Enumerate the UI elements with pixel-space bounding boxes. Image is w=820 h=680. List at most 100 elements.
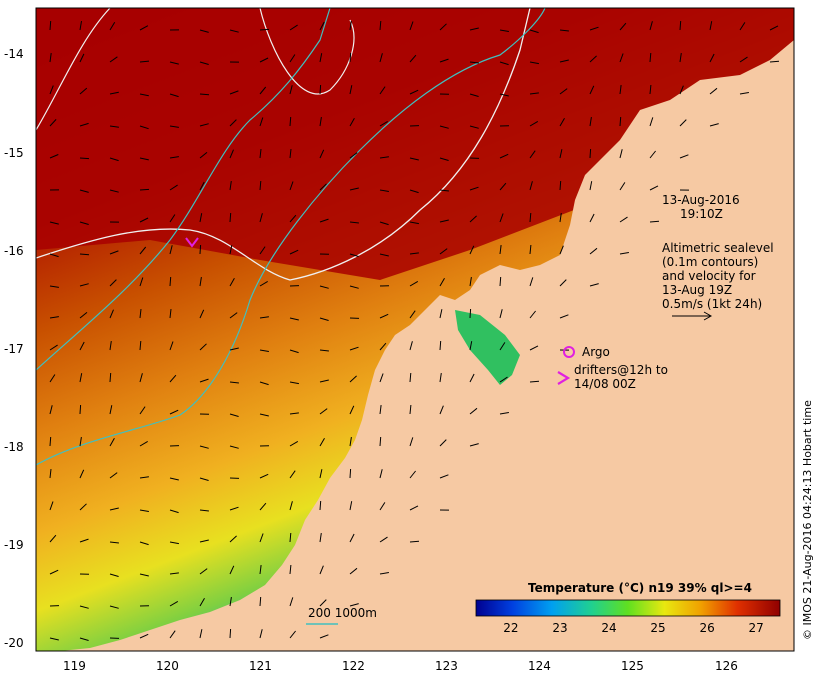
velocity-arrow [139,125,149,130]
velocity-arrow [79,341,85,351]
velocity-arrow [649,117,654,127]
lon-tick: 120 [156,659,179,673]
velocity-arrow [529,92,539,95]
velocity-arrow [109,91,119,95]
colorbar-tick-label: 24 [601,621,616,635]
velocity-arrow [469,277,472,287]
velocity-arrow [559,245,564,255]
velocity-arrow [289,54,296,63]
velocity-arrow [589,148,592,159]
velocity-arrow [169,156,179,159]
velocity-arrow [319,533,322,543]
velocity-arrow [679,154,689,159]
velocity-arrow [229,277,235,287]
velocity-arrow [409,437,414,447]
velocity-arrow [499,276,502,287]
velocity-arrow [139,406,146,415]
colorbar-ticks: 22 23 24 25 26 27 [503,621,763,635]
velocity-arrow [79,87,88,95]
velocity-arrow [409,252,419,255]
velocity-arrow [409,540,420,543]
velocity-arrow [289,630,296,639]
velocity-arrow [469,373,475,383]
velocity-arrow [289,149,292,159]
velocity-arrow [199,445,209,449]
velocity-arrow [589,213,595,223]
sealevel-contour-north [36,8,111,131]
velocity-arrow [229,181,232,191]
velocity-arrow [79,469,85,479]
velocity-arrow [409,54,417,63]
velocity-arrow [139,309,142,319]
velocity-arrow [739,92,749,95]
velocity-arrow [109,605,119,609]
velocity-arrow [199,378,209,383]
velocity-arrow [439,248,448,255]
velocity-arrow [289,440,299,447]
velocity-arrow [199,277,202,287]
velocity-arrow [319,285,329,289]
velocity-arrow [289,564,292,575]
velocity-arrow [109,22,116,31]
velocity-arrow [409,221,419,225]
velocity-arrow [379,253,389,257]
velocity-arrow [379,536,388,543]
velocity-arrow [349,567,358,575]
velocity-arrow [319,84,322,95]
velocity-arrow [289,381,299,385]
velocity-arrow [409,372,412,383]
velocity-arrow [529,345,539,351]
velocity-arrow [499,61,509,66]
velocity-arrow [169,630,176,639]
velocity-arrow [499,376,508,383]
velocity-arrow [379,20,382,31]
velocity-arrow [49,469,52,479]
velocity-arrow [79,53,85,63]
velocity-arrow [49,637,59,641]
velocity-arrow [199,629,203,639]
velocity-arrow [79,157,90,160]
velocity-arrow [169,309,172,319]
velocity-arrow [289,412,299,415]
velocity-arrow [559,149,563,159]
velocity-arrow [439,439,447,447]
velocity-arrow [499,93,509,97]
velocity-arrow [109,573,119,577]
velocity-arrow [619,22,627,31]
velocity-arrow [169,409,179,415]
lon-tick: 123 [435,659,458,673]
velocity-arrow [229,413,239,417]
velocity-arrow [379,53,383,63]
velocity-arrow [139,25,149,31]
velocity-arrow [409,310,416,319]
velocity-arrow [169,214,176,223]
velocity-arrow [439,340,442,351]
velocity-arrow [439,373,442,383]
velocity-arrow [319,53,323,63]
lat-tick: -15 [4,146,24,160]
velocity-arrow [409,341,413,351]
velocity-arrow [349,468,352,479]
velocity-arrow [199,213,203,223]
velocity-arrow [259,57,269,63]
velocity-arrow [559,117,565,127]
velocity-arrow [409,404,412,415]
velocity-arrow [259,381,269,386]
velocity-arrow [439,309,443,319]
velocity-arrow [229,445,239,449]
velocity-arrow [169,600,179,607]
velocity-arrow [49,501,54,511]
velocity-arrow [589,26,599,31]
velocity-arrow [289,24,298,31]
velocity-arrow [409,157,419,161]
colorbar-tick-label: 27 [749,621,764,635]
velocity-arrow [49,344,58,351]
velocity-arrow [109,437,115,447]
velocity-arrow [559,314,569,319]
velocity-arrow [379,86,386,95]
velocity-arrow [469,245,475,255]
velocity-arrow [379,342,387,351]
velocity-arrow [319,21,325,31]
velocity-arrow [349,405,355,415]
velocity-arrow [169,477,179,481]
